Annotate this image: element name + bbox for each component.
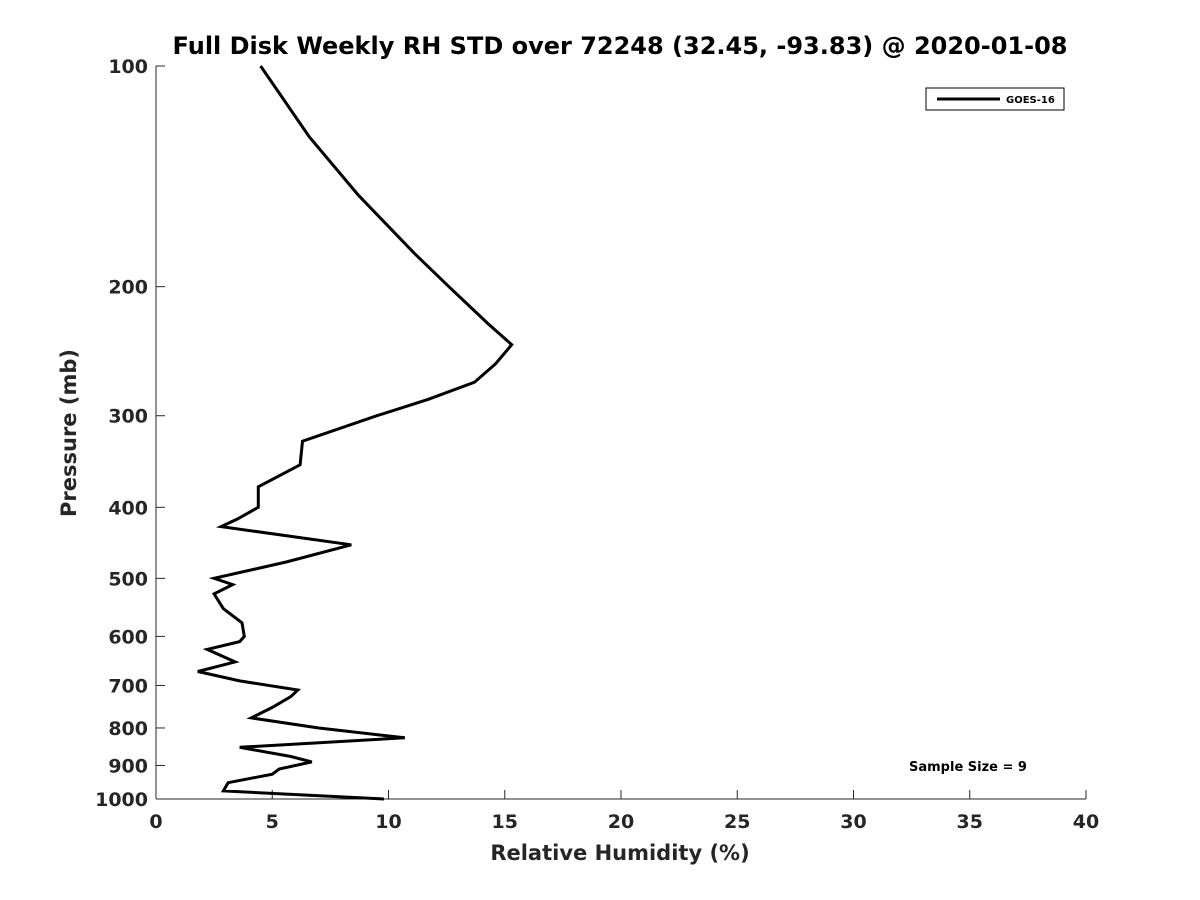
- chart-title: Full Disk Weekly RH STD over 72248 (32.4…: [173, 32, 1068, 60]
- series-line-goes-16: [197, 65, 514, 801]
- x-axis-label: Relative Humidity (%): [490, 841, 749, 865]
- y-tick-label: 600: [108, 626, 148, 648]
- y-tick-label: 300: [108, 406, 148, 428]
- x-tick-label: 35: [957, 811, 983, 833]
- y-tick-label: 500: [108, 568, 148, 590]
- y-tick-label: 900: [108, 755, 148, 777]
- legend: GOES-16: [925, 87, 1065, 111]
- x-tick-label: 0: [149, 811, 162, 833]
- y-tick-label: 800: [108, 718, 148, 740]
- x-tick-label: 25: [724, 811, 750, 833]
- x-tick-label: 20: [608, 811, 634, 833]
- y-tick-label: 400: [108, 497, 148, 519]
- y-tick-label: 700: [108, 675, 148, 697]
- y-tick-label: 200: [108, 277, 148, 299]
- x-tick-label: 15: [492, 811, 518, 833]
- x-tick-label: 30: [840, 811, 866, 833]
- legend-label-goes16: GOES-16: [1006, 95, 1055, 106]
- sample-size-annotation: Sample Size = 9: [909, 760, 1027, 775]
- y-tick-label: 100: [108, 56, 148, 78]
- x-tick-label: 40: [1073, 811, 1099, 833]
- x-tick-label: 5: [266, 811, 279, 833]
- y-axis-label: Pressure (mb): [57, 349, 81, 517]
- plot-area: 0 5 10 15 20 25 30 35 40 100 200 300 400 500 600 700 800…: [95, 56, 1099, 833]
- y-tick-label: 1000: [95, 789, 148, 811]
- x-tick-label: 10: [375, 811, 401, 833]
